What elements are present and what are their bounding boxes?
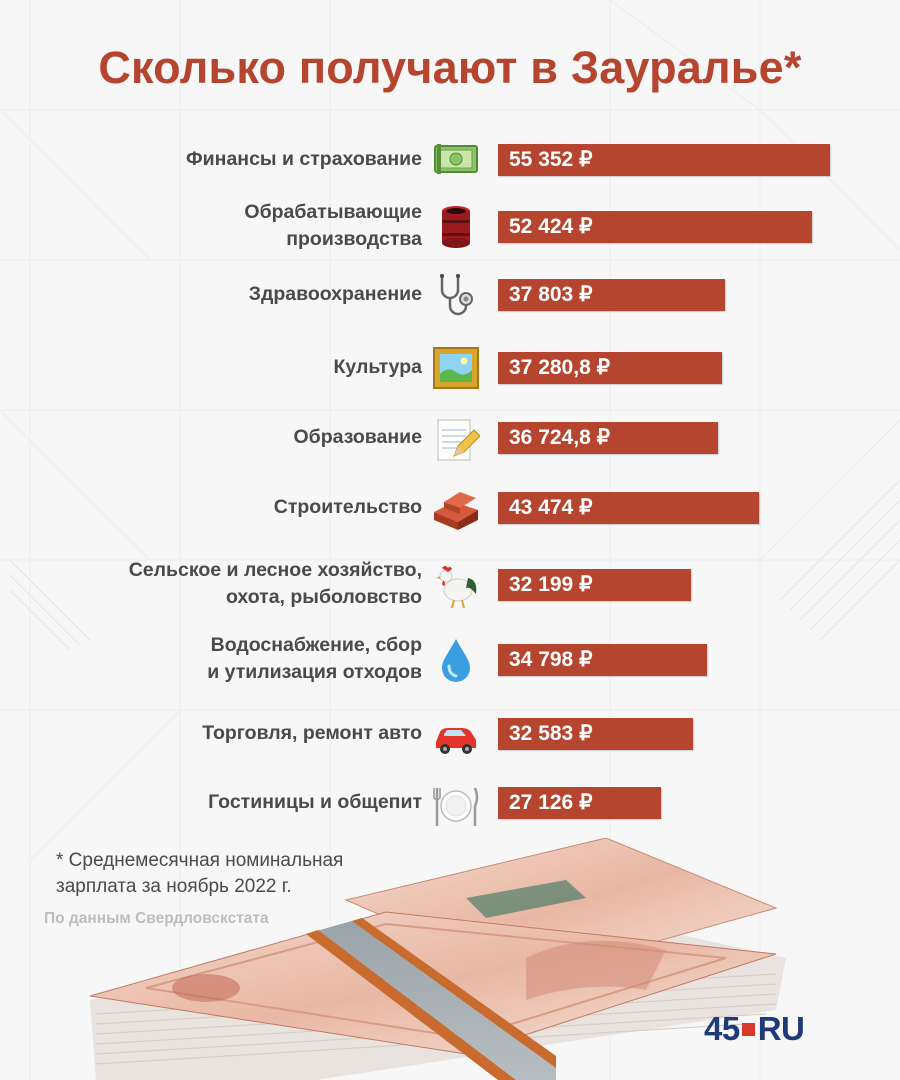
category-label-line: Образование xyxy=(293,425,422,448)
category-label: Гостиницы и общепит xyxy=(208,789,422,816)
category-label-line: Гостиницы и общепит xyxy=(208,790,422,813)
rooster-icon xyxy=(436,566,477,609)
brand-logo: 45 RU xyxy=(704,1010,805,1048)
bar: 32 199 ₽ xyxy=(498,569,691,601)
barrel-icon xyxy=(442,206,470,248)
category-label: Строительство xyxy=(274,494,422,521)
bar-value-label: 36 724,8 ₽ xyxy=(509,426,610,449)
category-label-line: Торговля, ремонт авто xyxy=(202,721,422,744)
bar-value-label: 27 126 ₽ xyxy=(509,791,593,814)
stethoscope-icon xyxy=(440,274,473,316)
bar-value-label: 32 583 ₽ xyxy=(509,722,593,745)
category-label: Культура xyxy=(333,354,422,381)
page-title: Сколько получают в Зауралье* xyxy=(98,42,802,93)
bar: 37 803 ₽ xyxy=(498,279,725,311)
category-label-line: Финансы и страхование xyxy=(186,147,422,170)
bar: 43 474 ₽ xyxy=(498,492,759,524)
bar-value-label: 32 199 ₽ xyxy=(509,573,593,596)
category-label: Торговля, ремонт авто xyxy=(202,720,422,747)
logo-domain: RU xyxy=(757,1010,805,1047)
bar-value-label: 52 424 ₽ xyxy=(509,215,593,238)
footnote-line-2: зарплата за ноябрь 2022 г. xyxy=(56,876,292,897)
bar: 32 583 ₽ xyxy=(498,718,693,750)
category-label-line: производства xyxy=(286,228,422,250)
category-label-line: Культура xyxy=(333,355,422,378)
category-label: Обрабатывающие производства xyxy=(244,199,422,253)
plate-icon xyxy=(433,787,479,826)
water-drop-icon xyxy=(442,639,470,682)
category-label-line: Сельское и лесное хозяйство, xyxy=(128,559,422,581)
bar: 36 724,8 ₽ xyxy=(498,422,718,454)
category-label-line: Здравоохранение xyxy=(248,282,422,305)
bar-value-label: 43 474 ₽ xyxy=(509,496,593,519)
category-label-line: охота, рыболовство xyxy=(225,586,422,608)
bar: 52 424 ₽ xyxy=(498,211,812,243)
bar: 55 352 ₽ xyxy=(498,144,830,176)
category-label: Здравоохранение xyxy=(249,281,422,308)
footnote: * Среднемесячная номинальная зарплата за… xyxy=(56,848,416,900)
footnote-line-1: * Среднемесячная номинальная xyxy=(56,850,344,871)
category-label: Финансы и страхование xyxy=(186,146,422,173)
picture-icon xyxy=(433,347,479,389)
bar: 37 280,8 ₽ xyxy=(498,352,722,384)
category-label: Сельское и лесное хозяйство, охота, рыбол… xyxy=(129,557,422,611)
bricks-icon xyxy=(434,492,478,530)
money-icon xyxy=(434,144,478,174)
logo-number: 45 xyxy=(704,1010,740,1047)
bar-value-label: 37 803 ₽ xyxy=(509,283,593,306)
category-label-line: Водоснабжение, сбор xyxy=(210,634,422,656)
banknote-stack-image xyxy=(89,838,786,1080)
category-label: Водоснабжение, сбор и утилизация отходов xyxy=(207,632,422,686)
category-label-line: Обрабатывающие xyxy=(244,201,422,223)
category-label-line: и утилизация отходов xyxy=(207,661,422,683)
logo-square-icon xyxy=(741,1022,755,1036)
car-icon xyxy=(436,728,476,754)
bar-value-label: 55 352 ₽ xyxy=(509,148,593,171)
source-note: По данным Свердловскстата xyxy=(44,910,269,927)
category-label-line: Строительство xyxy=(273,495,422,518)
bar: 27 126 ₽ xyxy=(498,787,661,819)
bar-value-label: 34 798 ₽ xyxy=(509,648,593,671)
bar: 34 798 ₽ xyxy=(498,644,707,676)
notepad-icon xyxy=(437,419,480,461)
category-label: Образование xyxy=(293,424,422,451)
bar-value-label: 37 280,8 ₽ xyxy=(509,356,610,379)
